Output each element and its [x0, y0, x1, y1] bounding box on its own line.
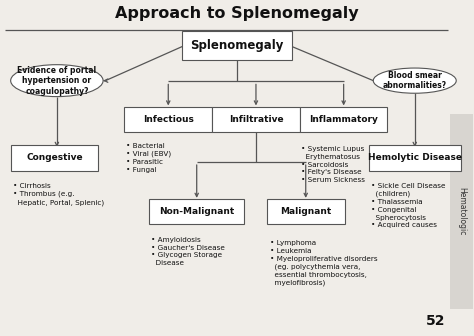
- Text: • Sickle Cell Disease
  (children)
• Thalassemia
• Congenital
  Spherocytosis
• : • Sickle Cell Disease (children) • Thala…: [371, 183, 445, 228]
- Text: Infiltrative: Infiltrative: [228, 115, 283, 124]
- FancyBboxPatch shape: [11, 145, 99, 170]
- Text: • Amyloidosis
• Gaucher's Disease
• Glycogen Storage
  Disease: • Amyloidosis • Gaucher's Disease • Glyc…: [151, 237, 225, 266]
- Text: • Cirrhosis
• Thrombus (e.g.
  Hepatic, Portal, Splenic): • Cirrhosis • Thrombus (e.g. Hepatic, Po…: [13, 183, 104, 206]
- FancyBboxPatch shape: [182, 31, 292, 60]
- FancyBboxPatch shape: [212, 107, 300, 132]
- Ellipse shape: [373, 68, 456, 93]
- FancyBboxPatch shape: [266, 199, 345, 224]
- FancyBboxPatch shape: [149, 199, 244, 224]
- Text: Malignant: Malignant: [280, 207, 331, 216]
- Text: Evidence of portal
hypertension or
coagulopathy?: Evidence of portal hypertension or coagu…: [18, 66, 96, 95]
- Text: Approach to Splenomegaly: Approach to Splenomegaly: [115, 6, 359, 21]
- Text: Infectious: Infectious: [143, 115, 194, 124]
- Text: Hematologic: Hematologic: [457, 187, 466, 236]
- Text: Blood smear
abnormalities?: Blood smear abnormalities?: [383, 71, 447, 90]
- Ellipse shape: [10, 65, 103, 97]
- FancyBboxPatch shape: [124, 107, 212, 132]
- Text: • Systemic Lupus
  Erythematosus
• Sarcoidosis
• Felty's Disease
• Serum Sicknes: • Systemic Lupus Erythematosus • Sarcoid…: [301, 146, 365, 183]
- Text: Splenomegaly: Splenomegaly: [191, 39, 283, 52]
- FancyBboxPatch shape: [368, 145, 461, 170]
- Text: • Lymphoma
• Leukemia
• Myeloproliferative disorders
  (eg. polycythemia vera,
 : • Lymphoma • Leukemia • Myeloproliferati…: [270, 240, 378, 286]
- Text: • Bacterial
• Viral (EBV)
• Parasitic
• Fungal: • Bacterial • Viral (EBV) • Parasitic • …: [126, 143, 171, 173]
- Text: 52: 52: [426, 313, 446, 328]
- Text: Hemolytic Disease: Hemolytic Disease: [368, 154, 462, 162]
- Text: Non-Malignant: Non-Malignant: [159, 207, 234, 216]
- Text: Congestive: Congestive: [26, 154, 83, 162]
- Text: Inflammatory: Inflammatory: [309, 115, 378, 124]
- FancyBboxPatch shape: [300, 107, 387, 132]
- FancyBboxPatch shape: [450, 114, 473, 309]
